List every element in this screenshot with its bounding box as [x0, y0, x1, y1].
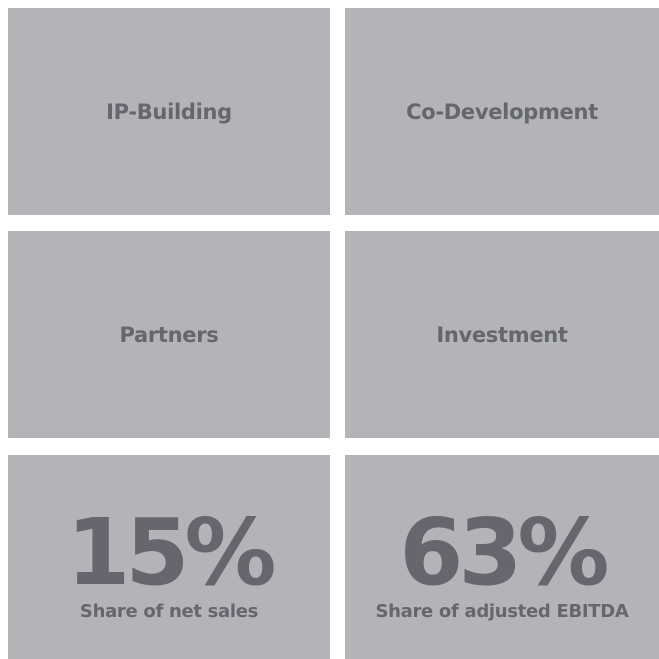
tile[interactable]: Partners	[8, 231, 330, 438]
tile-label: Investment	[436, 322, 568, 347]
stat-tile: 63% Share of adjusted EBITDA	[345, 455, 659, 659]
stat-value: 63%	[399, 498, 609, 606]
stat-value: 15%	[66, 498, 276, 606]
tile[interactable]: Investment	[345, 231, 659, 438]
stat-tile: 15% Share of net sales	[8, 455, 330, 659]
stat-label: Share of net sales	[79, 600, 259, 622]
tile[interactable]: IP-Building	[8, 8, 330, 215]
tile-label: Partners	[119, 322, 219, 347]
tile-label: IP-Building	[106, 99, 232, 124]
tile[interactable]: Co-Development	[345, 8, 659, 215]
tile-label: Co-Development	[406, 99, 598, 124]
stat-label: Share of adjusted EBITDA	[375, 600, 629, 622]
